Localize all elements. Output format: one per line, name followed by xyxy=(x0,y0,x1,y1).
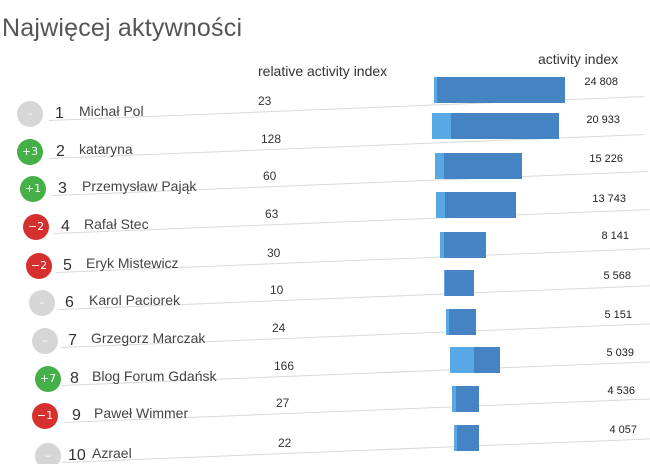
page-title: Najwięcej aktywności xyxy=(2,14,243,42)
activity-bar-fill xyxy=(450,113,559,139)
list-item[interactable]: −2 5 Eryk Mistewicz 30 8 141 xyxy=(0,0,650,279)
relative-bar-segment xyxy=(432,113,455,139)
activity-index-value: 13 743 xyxy=(592,193,626,205)
activity-bar xyxy=(450,347,500,373)
activity-index-value: 8 141 xyxy=(601,230,629,242)
author-name[interactable]: kataryna xyxy=(79,141,133,157)
author-name[interactable]: Eryk Mistewicz xyxy=(86,255,179,271)
rank-change-badge: −1 xyxy=(32,403,58,429)
author-name[interactable]: Michał Pol xyxy=(79,103,144,119)
rank-number: 7 xyxy=(68,332,77,349)
relative-activity-value: 22 xyxy=(278,436,292,450)
list-item[interactable]: +3 2 kataryna 128 20 933 xyxy=(0,0,650,165)
rank-change-badge: – xyxy=(29,290,55,316)
rank-change-badge: – xyxy=(17,101,43,127)
activity-index-value: 15 226 xyxy=(589,153,623,165)
rank-change-badge: −2 xyxy=(26,253,52,279)
activity-bar xyxy=(436,192,516,218)
author-name[interactable]: Paweł Wimmer xyxy=(94,405,189,421)
activity-index-value: 5 039 xyxy=(606,347,634,359)
relative-activity-value: 128 xyxy=(261,132,282,146)
activity-index-header: activity index xyxy=(538,51,619,67)
activity-index-value: 24 808 xyxy=(584,76,618,88)
author-name[interactable]: Karol Paciorek xyxy=(89,292,181,308)
rank-number: 3 xyxy=(58,180,67,197)
activity-bar xyxy=(454,425,480,451)
rank-number: 6 xyxy=(65,294,74,311)
author-name[interactable]: Grzegorz Marczak xyxy=(91,330,206,346)
author-name[interactable]: Przemysław Pająk xyxy=(82,178,197,194)
rank-number: 9 xyxy=(72,407,81,424)
rank-change-badge: +1 xyxy=(20,176,46,202)
activity-bar xyxy=(444,270,475,296)
list-item[interactable]: –6 Karol Paciorek 10 5 568 xyxy=(0,0,650,316)
relative-activity-value: 10 xyxy=(270,283,284,297)
list-item[interactable]: –7 Grzegorz Marczak 24 5 151 xyxy=(0,0,650,354)
activity-bar xyxy=(452,386,480,412)
rank-number: 4 xyxy=(61,218,70,235)
rank-number: 2 xyxy=(56,143,65,160)
list-item[interactable]: −2 4 Rafał Stec 63 13 743 xyxy=(0,0,650,240)
activity-bar-fill xyxy=(457,425,480,451)
activity-bar xyxy=(432,113,559,139)
rank-number: 5 xyxy=(63,257,72,274)
activity-bar xyxy=(440,232,487,258)
rank-number: 8 xyxy=(70,370,79,387)
relative-bar-segment xyxy=(440,232,449,258)
relative-activity-value: 63 xyxy=(265,207,279,221)
rank-change-badge: – xyxy=(32,328,58,354)
rank-number: 1 xyxy=(55,105,64,122)
relative-activity-header: relative activity index xyxy=(258,63,388,79)
activity-bar-fill xyxy=(474,347,500,373)
activity-index-value: 4 536 xyxy=(607,385,635,397)
activity-bar-fill xyxy=(444,232,487,258)
rank-change-badge: – xyxy=(35,443,61,464)
activity-bar xyxy=(446,309,477,335)
relative-activity-value: 23 xyxy=(258,94,272,108)
activity-bar-fill xyxy=(445,270,475,296)
activity-index-value: 4 057 xyxy=(609,424,637,436)
list-item[interactable]: −1 9 Paweł Wimmer 27 4 536 xyxy=(0,0,650,429)
activity-index-value: 20 933 xyxy=(586,114,620,126)
relative-activity-value: 60 xyxy=(263,169,277,183)
list-item[interactable]: +1 3 Przemysław Pająk 60 15 226 xyxy=(0,0,650,202)
row-divider xyxy=(61,438,650,463)
activity-bar-fill xyxy=(445,192,516,218)
relative-activity-value: 24 xyxy=(272,321,286,335)
rank-number: 10 xyxy=(68,447,86,464)
list-item[interactable]: –1 Michał Pol 23 24 808 xyxy=(0,0,650,127)
activity-bar-fill xyxy=(443,153,523,179)
activity-bar-fill xyxy=(449,309,477,335)
relative-bar-segment xyxy=(450,347,478,373)
list-item[interactable]: +7 8 Blog Forum Gdańsk 166 5 039 xyxy=(0,0,650,392)
rank-change-badge: +7 xyxy=(35,366,61,392)
activity-index-value: 5 568 xyxy=(603,270,631,282)
activity-bar-fill xyxy=(437,77,566,103)
author-name[interactable]: Rafał Stec xyxy=(84,216,149,232)
relative-activity-value: 30 xyxy=(267,246,281,260)
author-name[interactable]: Blog Forum Gdańsk xyxy=(92,368,217,384)
relative-activity-value: 166 xyxy=(274,359,295,373)
relative-activity-value: 27 xyxy=(276,396,290,410)
author-name[interactable]: Azrael xyxy=(92,445,132,461)
rank-change-badge: +3 xyxy=(17,139,43,165)
rank-change-badge: −2 xyxy=(23,214,49,240)
activity-bar xyxy=(434,77,566,103)
activity-bar xyxy=(435,153,523,179)
activity-index-value: 5 151 xyxy=(604,309,632,321)
activity-bar-fill xyxy=(455,386,480,412)
